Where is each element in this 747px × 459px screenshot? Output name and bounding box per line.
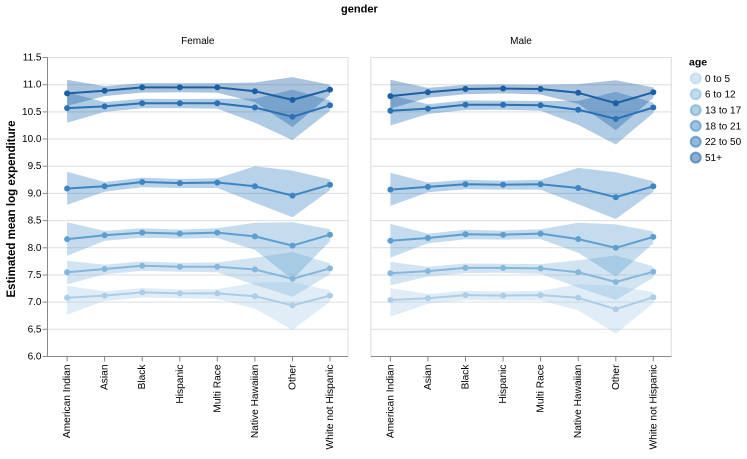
svg-text:age: age bbox=[689, 56, 707, 68]
svg-text:10.5: 10.5 bbox=[22, 107, 42, 118]
svg-text:6 to 12: 6 to 12 bbox=[705, 90, 736, 101]
svg-text:0 to 5: 0 to 5 bbox=[705, 74, 730, 85]
svg-text:Asian: Asian bbox=[423, 365, 434, 390]
svg-text:8.5: 8.5 bbox=[28, 216, 42, 227]
svg-text:Hispanic: Hispanic bbox=[175, 365, 186, 404]
svg-text:9.5: 9.5 bbox=[28, 161, 42, 172]
svg-text:Black: Black bbox=[137, 364, 148, 390]
svg-text:Multi Race: Multi Race bbox=[212, 364, 223, 412]
svg-text:13 to 17: 13 to 17 bbox=[705, 106, 742, 117]
svg-text:Native Hawaiian: Native Hawaiian bbox=[250, 365, 261, 439]
svg-text:Multi Race: Multi Race bbox=[536, 364, 547, 412]
svg-text:6.0: 6.0 bbox=[28, 352, 42, 363]
svg-text:22 to 50: 22 to 50 bbox=[705, 137, 742, 148]
svg-text:7.5: 7.5 bbox=[28, 270, 42, 281]
svg-text:51+: 51+ bbox=[705, 153, 722, 164]
svg-text:Male: Male bbox=[510, 36, 532, 47]
svg-text:18 to 21: 18 to 21 bbox=[705, 121, 742, 132]
svg-text:Hispanic: Hispanic bbox=[498, 364, 509, 403]
svg-text:Estimated mean log expenditure: Estimated mean log expenditure bbox=[6, 120, 18, 297]
svg-text:10.0: 10.0 bbox=[22, 134, 42, 145]
svg-text:8.0: 8.0 bbox=[28, 243, 42, 254]
svg-text:Black: Black bbox=[461, 364, 472, 390]
svg-text:Other: Other bbox=[611, 364, 622, 390]
svg-text:11.0: 11.0 bbox=[23, 80, 42, 91]
svg-text:American Indian: American Indian bbox=[385, 365, 396, 439]
svg-text:White not Hispanic: White not Hispanic bbox=[648, 365, 659, 450]
svg-text:Female: Female bbox=[181, 36, 215, 47]
svg-text:Native Hawaiian: Native Hawaiian bbox=[573, 365, 584, 439]
svg-text:9.0: 9.0 bbox=[28, 188, 42, 199]
svg-text:6.5: 6.5 bbox=[28, 324, 42, 335]
svg-text:American Indian: American Indian bbox=[62, 365, 73, 439]
svg-text:Other: Other bbox=[288, 364, 299, 390]
svg-text:White not Hispanic: White not Hispanic bbox=[325, 365, 336, 450]
svg-text:7.0: 7.0 bbox=[28, 297, 42, 308]
svg-text:gender: gender bbox=[341, 4, 378, 16]
svg-text:Asian: Asian bbox=[100, 365, 111, 390]
svg-text:11.5: 11.5 bbox=[23, 53, 42, 64]
